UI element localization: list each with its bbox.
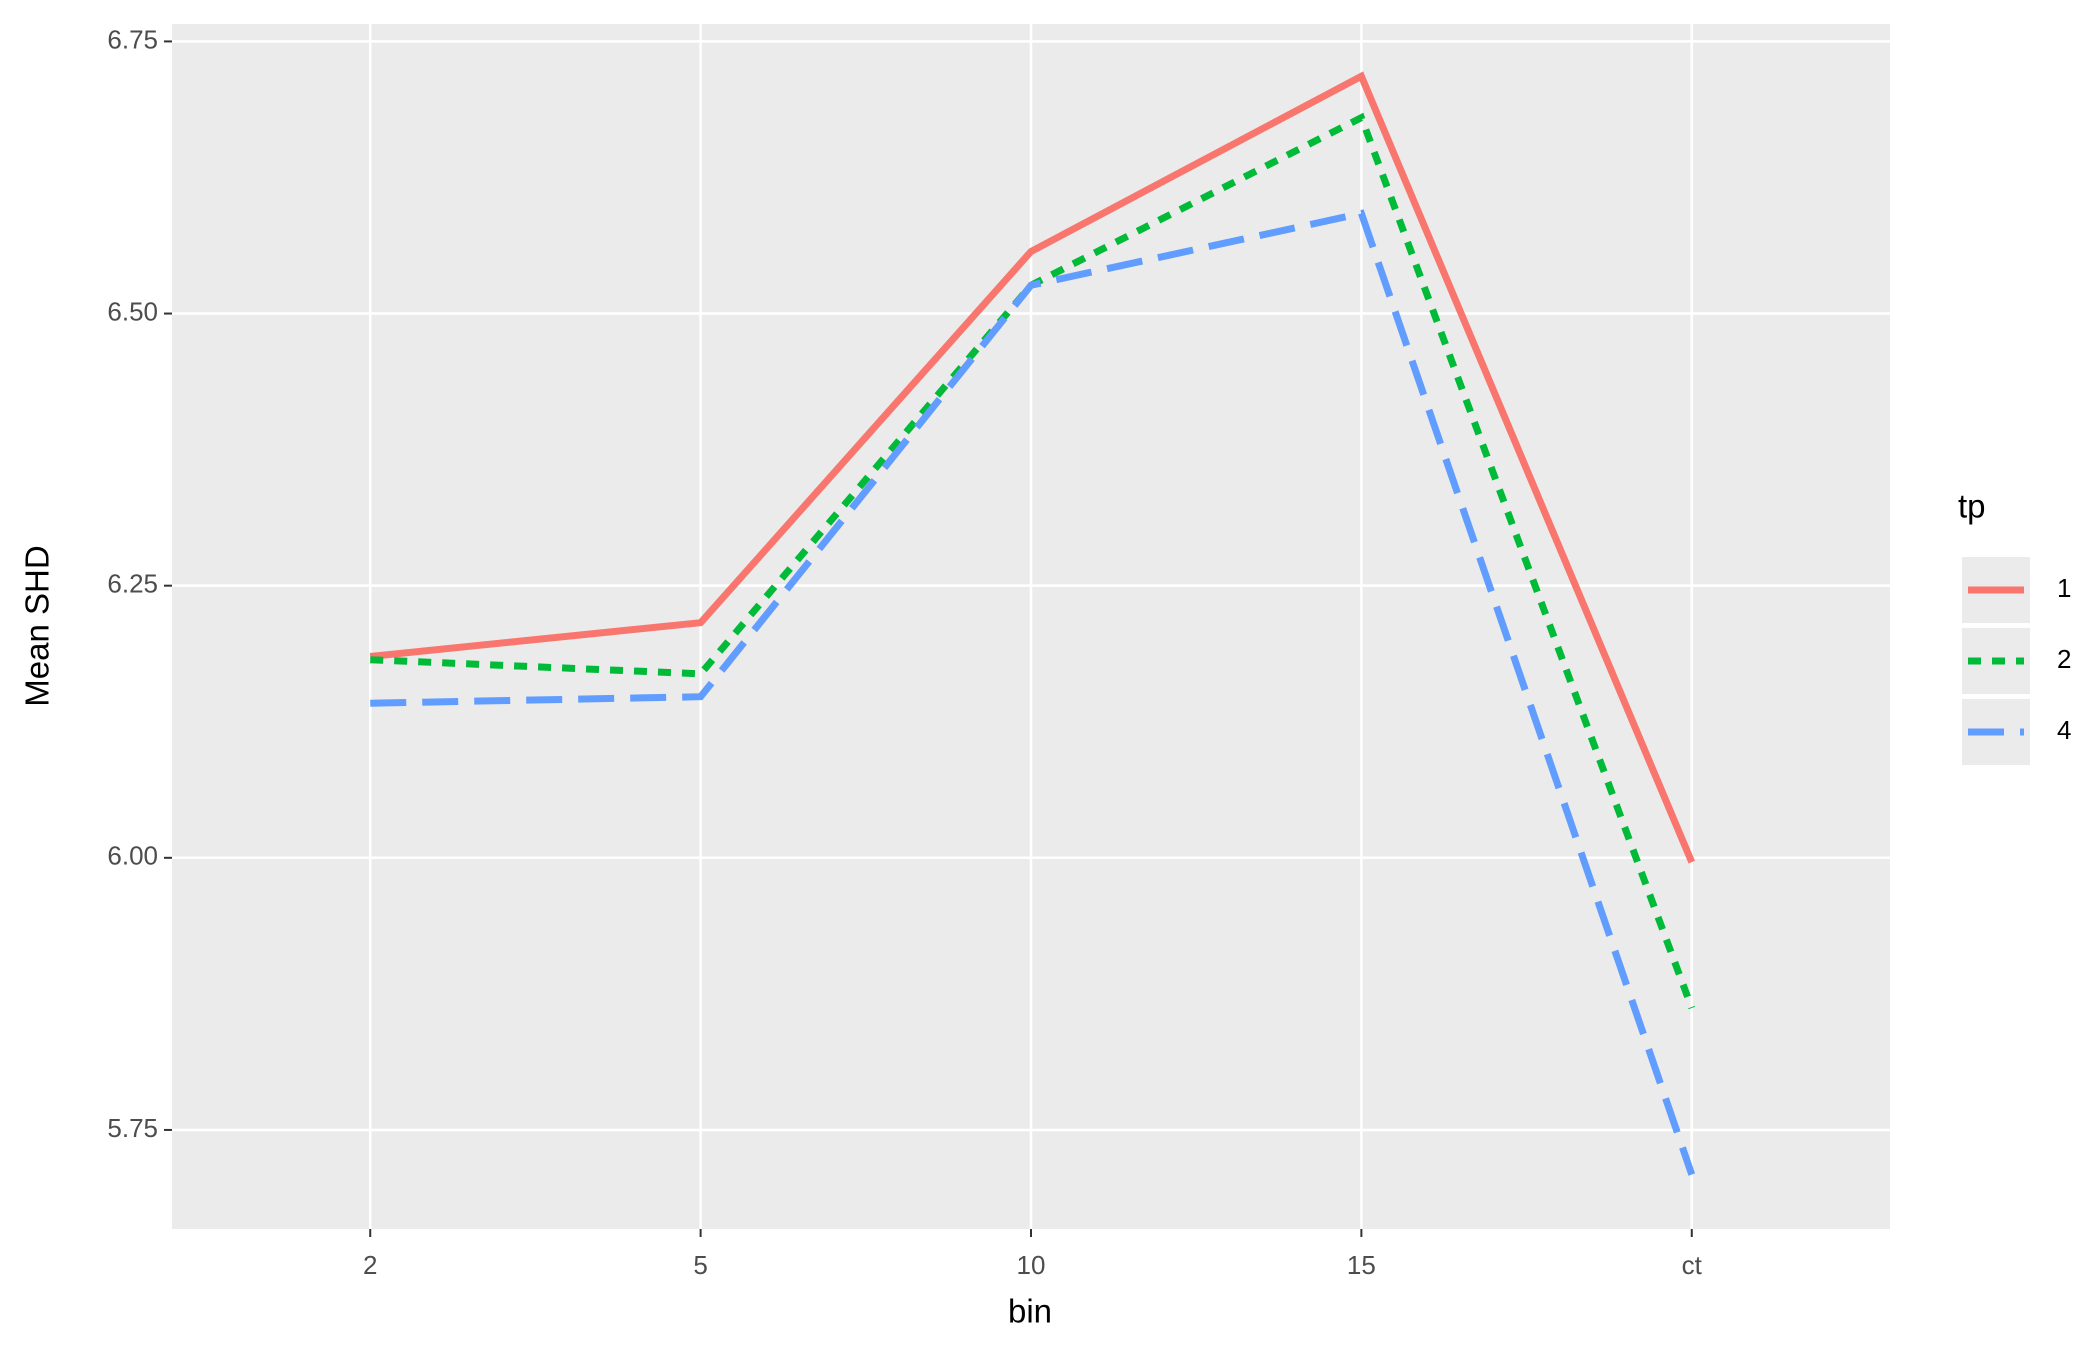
x-axis-title: bin xyxy=(1008,1293,1052,1330)
x-tick-label: 2 xyxy=(363,1250,377,1280)
legend-label: 4 xyxy=(2057,715,2071,745)
series-line xyxy=(370,209,1696,1176)
y-tick-label: 6.00 xyxy=(107,841,158,871)
legend-label: 2 xyxy=(2057,644,2071,674)
y-tick-label: 5.75 xyxy=(107,1113,158,1143)
legend-title: tp xyxy=(1958,488,1986,525)
y-axis-title: Mean SHD xyxy=(19,545,56,706)
x-tick-label: 15 xyxy=(1347,1250,1376,1280)
y-tick-label: 6.75 xyxy=(107,24,158,54)
y-tick-label: 6.50 xyxy=(107,296,158,326)
y-tick-label: 6.25 xyxy=(107,569,158,599)
series-line xyxy=(369,71,1695,864)
legend-label: 1 xyxy=(2057,573,2071,603)
x-tick-label: 10 xyxy=(1017,1250,1046,1280)
x-tick-label: ct xyxy=(1682,1250,1703,1280)
x-tick-label: 5 xyxy=(693,1250,707,1280)
